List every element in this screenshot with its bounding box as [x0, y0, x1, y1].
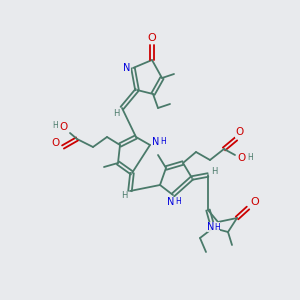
Text: H: H — [113, 109, 119, 118]
Text: H: H — [247, 152, 253, 161]
Text: H: H — [211, 167, 217, 176]
Text: N: N — [207, 222, 215, 232]
Text: O: O — [59, 122, 67, 132]
Text: O: O — [250, 197, 260, 207]
Text: O: O — [52, 138, 60, 148]
Text: H: H — [175, 197, 181, 206]
Text: N: N — [152, 137, 160, 147]
Text: O: O — [236, 127, 244, 137]
Text: N: N — [123, 63, 131, 73]
Text: H: H — [121, 191, 127, 200]
Text: O: O — [148, 33, 156, 43]
Text: H: H — [160, 137, 166, 146]
Text: N: N — [167, 197, 175, 207]
Text: H: H — [52, 121, 58, 130]
Text: H: H — [214, 223, 220, 232]
Text: O: O — [238, 153, 246, 163]
